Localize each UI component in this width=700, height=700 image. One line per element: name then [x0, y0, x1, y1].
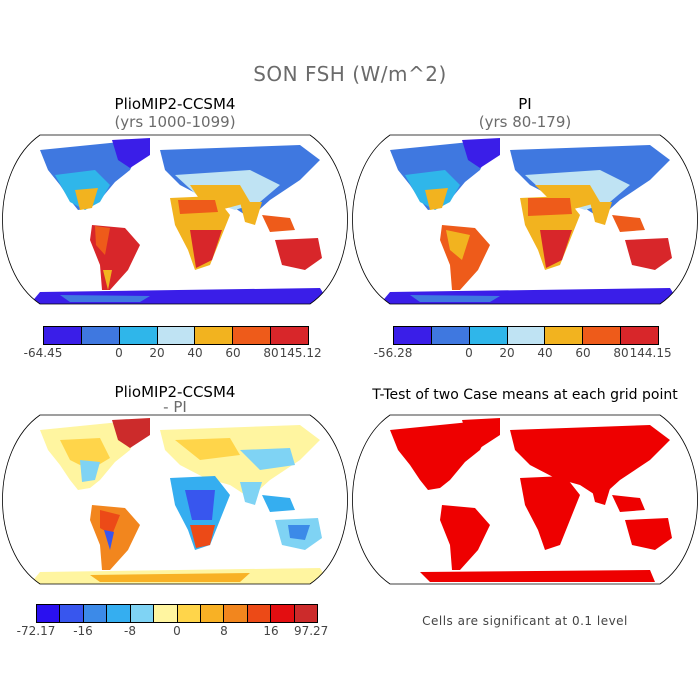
map-top-left — [2, 134, 348, 305]
significance-note: Cells are significant at 0.1 level — [422, 614, 628, 628]
colorbar-swatch — [44, 327, 82, 344]
panel-subtitle-top-right: (yrs 80-179) — [478, 113, 572, 131]
colorbar-tick-label: 80 — [613, 346, 629, 360]
colorbar-tick-label: 145.12 — [279, 346, 322, 360]
panel-title-top-left: PlioMIP2-CCSM4 — [114, 95, 236, 113]
panel-title-top-right: PI — [518, 95, 532, 113]
colorbar-bottom-left — [36, 604, 318, 623]
colorbar-swatch — [130, 605, 155, 622]
colorbar-swatch — [431, 327, 470, 344]
colorbar-tick-label: -72.17 — [16, 624, 56, 638]
panel-title-bottom-right: T-Test of two Case means at each grid po… — [372, 387, 678, 403]
colorbar-swatch — [621, 327, 659, 344]
colorbar-swatch — [200, 605, 225, 622]
colorbar-swatch — [507, 327, 546, 344]
colorbar-swatch — [37, 605, 61, 622]
colorbar-swatch — [247, 605, 272, 622]
colorbar-swatch — [294, 605, 318, 622]
colorbar-tick-label: 40 — [537, 346, 553, 360]
colorbar-swatch — [177, 605, 201, 622]
map-bottom-right — [352, 414, 698, 585]
colorbar-tick-label: 16 — [263, 624, 279, 638]
colorbar-tick-label: 97.27 — [293, 624, 329, 638]
colorbar-labels-top-left: -64.45 0 20 40 60 80 145.12 — [24, 346, 322, 362]
map-top-right — [352, 134, 698, 305]
colorbar-tick-label: -56.28 — [373, 346, 413, 360]
colorbar-tick-label: 144.15 — [629, 346, 672, 360]
panel-subtitle-top-left: (yrs 1000-1099) — [114, 113, 236, 131]
colorbar-tick-label: 80 — [263, 346, 279, 360]
colorbar-swatch — [195, 327, 234, 344]
colorbar-tick-label: 0 — [115, 346, 123, 360]
colorbar-swatch — [107, 605, 131, 622]
colorbar-swatch — [224, 605, 248, 622]
colorbar-swatch — [233, 327, 272, 344]
colorbar-swatch — [157, 327, 196, 344]
colorbar-swatch — [271, 605, 295, 622]
colorbar-tick-label: 20 — [149, 346, 165, 360]
colorbar-top-left — [43, 326, 309, 345]
colorbar-tick-label: 60 — [225, 346, 241, 360]
colorbar-swatch — [394, 327, 432, 344]
panel-title-bottom-left: PlioMIP2-CCSM4 — [114, 383, 236, 401]
colorbar-swatch — [154, 605, 178, 622]
colorbar-swatch — [583, 327, 622, 344]
colorbar-tick-label: 0 — [465, 346, 473, 360]
colorbar-swatch — [81, 327, 120, 344]
colorbar-tick-label: 8 — [220, 624, 228, 638]
colorbar-tick-label: -8 — [124, 624, 136, 638]
map-bottom-left — [2, 414, 348, 585]
colorbar-tick-label: 20 — [499, 346, 515, 360]
colorbar-swatch — [271, 327, 309, 344]
colorbar-tick-label: 0 — [173, 624, 181, 638]
colorbar-swatch — [545, 327, 584, 344]
colorbar-swatch — [60, 605, 84, 622]
colorbar-tick-label: 60 — [575, 346, 591, 360]
colorbar-swatch — [469, 327, 508, 344]
colorbar-labels-bottom-left: -72.17 -16 -8 0 8 16 97.27 — [17, 624, 329, 640]
colorbar-tick-label: -64.45 — [23, 346, 63, 360]
colorbar-tick-label: 40 — [187, 346, 203, 360]
colorbar-top-right — [393, 326, 659, 345]
colorbar-tick-label: -16 — [73, 624, 93, 638]
colorbar-swatch — [83, 605, 108, 622]
colorbar-swatch — [119, 327, 158, 344]
figure-title: SON FSH (W/m^2) — [253, 62, 447, 86]
colorbar-labels-top-right: -56.28 0 20 40 60 80 144.15 — [374, 346, 672, 362]
panel-subtitle-bottom-left: - PI — [163, 398, 187, 416]
